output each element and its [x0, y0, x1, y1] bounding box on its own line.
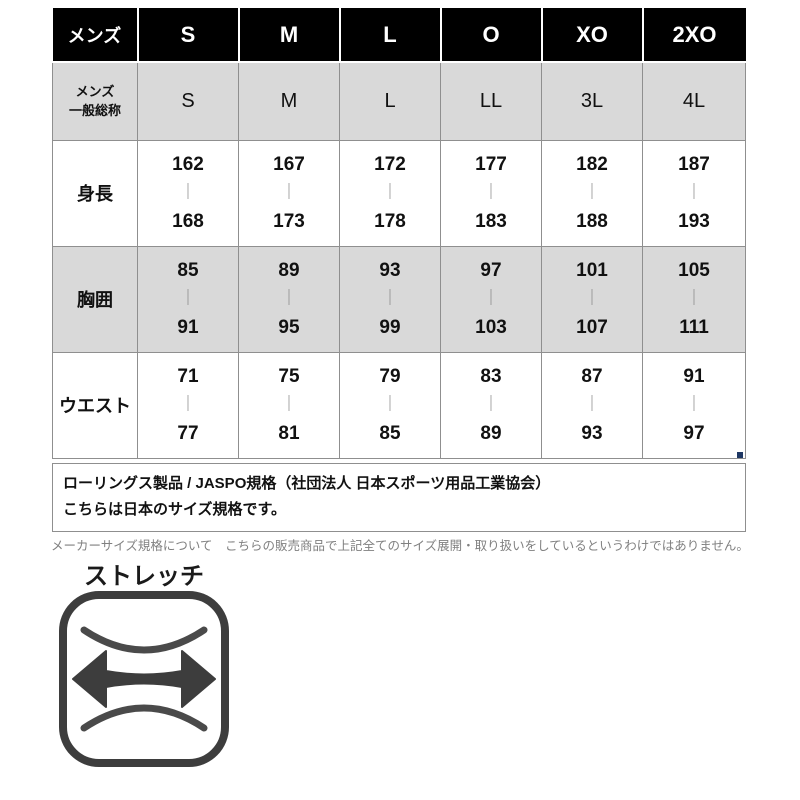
- header-cell-size: L: [338, 8, 441, 63]
- range-separator: ｜: [685, 290, 702, 307]
- alias-label-line2: 一般総称: [68, 103, 121, 119]
- range-separator: ｜: [482, 396, 499, 413]
- header-cell-size: S: [136, 8, 239, 63]
- range-separator: ｜: [381, 184, 398, 201]
- alias-cell: LL: [440, 61, 542, 141]
- stretch-feature-title: ストレッチ: [84, 563, 204, 590]
- range-separator: ｜: [685, 184, 702, 201]
- alias-cell: S: [137, 61, 239, 141]
- range-cell: 91 ｜ 97: [642, 351, 746, 459]
- table-corner-marker: [737, 452, 743, 458]
- range-cell: 71 ｜ 77: [137, 351, 239, 459]
- range-separator: ｜: [179, 290, 196, 307]
- waist-row-label: ウエスト: [52, 351, 138, 459]
- range-cell: 89 ｜ 95: [238, 245, 340, 353]
- range-cell: 87 ｜ 93: [541, 351, 643, 459]
- alias-cell: M: [238, 61, 340, 141]
- range-cell: 167 ｜ 173: [238, 139, 340, 247]
- height-row: 身長 162 ｜ 168 167 ｜ 173 172 ｜ 178 177 ｜ 1…: [52, 139, 746, 247]
- header-cell-size: M: [237, 8, 340, 63]
- range-separator: ｜: [280, 396, 297, 413]
- range-cell: 162 ｜ 168: [137, 139, 239, 247]
- alias-cell: 3L: [541, 61, 643, 141]
- range-cell: 85 ｜ 91: [137, 245, 239, 353]
- range-separator: ｜: [583, 184, 600, 201]
- range-separator: ｜: [280, 184, 297, 201]
- chest-row-label: 胸囲: [52, 245, 138, 353]
- waist-row: ウエスト 71 ｜ 77 75 ｜ 81 79 ｜ 85 83 ｜ 89: [52, 351, 746, 459]
- standards-note-line2: こちらは日本のサイズ規格です。: [63, 501, 287, 519]
- header-cell-size: 2XO: [641, 8, 746, 63]
- range-cell: 172 ｜ 178: [339, 139, 441, 247]
- table-header-row: メンズ S M L O XO 2XO: [52, 8, 746, 63]
- chest-row: 胸囲 85 ｜ 91 89 ｜ 95 93 ｜ 99 97 ｜ 103: [52, 245, 746, 353]
- range-cell: 105 ｜ 111: [642, 245, 746, 353]
- range-separator: ｜: [482, 184, 499, 201]
- range-cell: 177 ｜ 183: [440, 139, 542, 247]
- range-cell: 75 ｜ 81: [238, 351, 340, 459]
- header-cell-size: XO: [540, 8, 643, 63]
- alias-row-label: メンズ 一般総称: [52, 61, 138, 141]
- size-table: メンズ S M L O XO 2XO メンズ 一般総称 S M L LL 3L …: [52, 8, 746, 459]
- range-cell: 187 ｜ 193: [642, 139, 746, 247]
- range-separator: ｜: [280, 290, 297, 307]
- header-cell-mens: メンズ: [52, 8, 138, 63]
- standards-note-box: ローリングス製品 / JASPO規格（社団法人 日本スポーツ用品工業協会） こち…: [52, 463, 746, 532]
- range-separator: ｜: [583, 290, 600, 307]
- range-cell: 93 ｜ 99: [339, 245, 441, 353]
- alias-label-line1: メンズ: [75, 83, 115, 99]
- range-cell: 97 ｜ 103: [440, 245, 542, 353]
- range-separator: ｜: [381, 396, 398, 413]
- range-cell: 79 ｜ 85: [339, 351, 441, 459]
- range-separator: ｜: [685, 396, 702, 413]
- range-cell: 101 ｜ 107: [541, 245, 643, 353]
- range-separator: ｜: [381, 290, 398, 307]
- alias-cell: 4L: [642, 61, 746, 141]
- range-separator: ｜: [583, 396, 600, 413]
- range-separator: ｜: [179, 396, 196, 413]
- standards-note-line1: ローリングス製品 / JASPO規格（社団法人 日本スポーツ用品工業協会）: [63, 475, 551, 492]
- range-cell: 83 ｜ 89: [440, 351, 542, 459]
- range-cell: 182 ｜ 188: [541, 139, 643, 247]
- stretch-arrow-icon: [59, 591, 229, 767]
- maker-size-disclaimer: メーカーサイズ規格について こちらの販売商品で上記全てのサイズ展開・取り扱いをし…: [51, 539, 749, 553]
- alias-size-row: メンズ 一般総称 S M L LL 3L 4L: [52, 61, 746, 141]
- alias-cell: L: [339, 61, 441, 141]
- header-cell-size: O: [439, 8, 542, 63]
- range-separator: ｜: [179, 184, 196, 201]
- height-row-label: 身長: [52, 139, 138, 247]
- range-separator: ｜: [482, 290, 499, 307]
